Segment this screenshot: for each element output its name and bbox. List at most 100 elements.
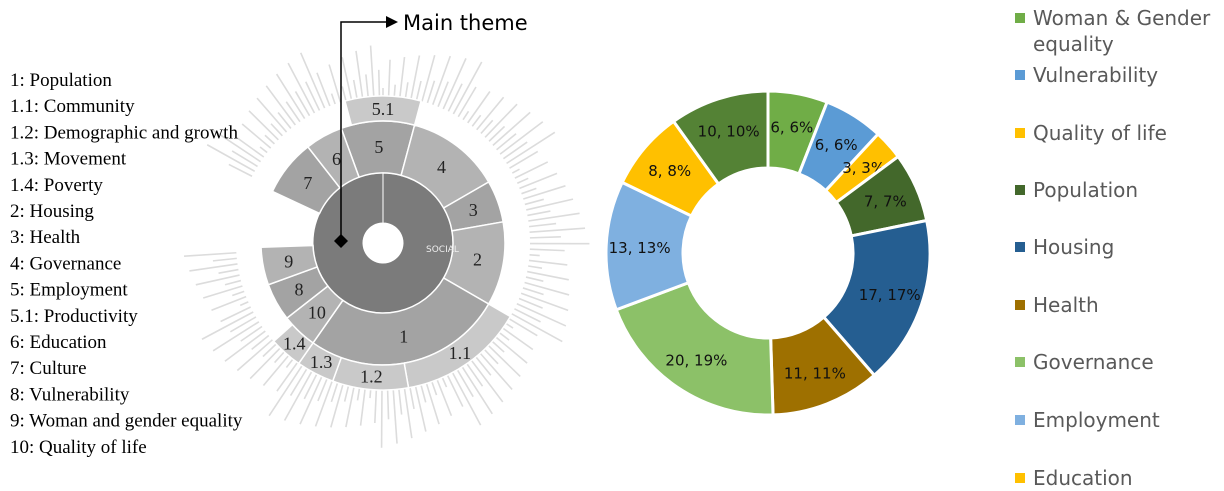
spike	[400, 57, 405, 97]
spike	[426, 383, 439, 424]
spike	[221, 307, 251, 322]
spike	[184, 253, 236, 256]
spike	[462, 367, 492, 414]
spike	[422, 55, 435, 101]
spike	[530, 228, 585, 232]
spike	[421, 385, 426, 402]
spike	[507, 132, 555, 163]
spike	[427, 81, 434, 103]
spike	[288, 63, 314, 113]
spike	[497, 134, 516, 150]
spike	[467, 364, 483, 386]
legend-label: Education	[1033, 465, 1215, 491]
spike	[528, 266, 542, 268]
spike	[260, 147, 267, 153]
spike	[219, 270, 239, 274]
legend-item: 5: Employment	[10, 280, 128, 301]
spike	[389, 60, 390, 96]
spike	[278, 113, 291, 129]
legend-label: Population	[1033, 177, 1215, 203]
spike	[515, 162, 548, 178]
spike	[523, 288, 544, 295]
legend-entry: Employment	[1015, 407, 1215, 433]
legend-entry: Health	[1015, 292, 1215, 318]
spike	[225, 281, 241, 285]
spike	[530, 249, 565, 250]
spike	[500, 122, 543, 154]
legend-item: 9: Woman and gender equality	[10, 411, 243, 432]
legend-item: 5.1: Productivity	[10, 306, 138, 327]
spike	[503, 142, 527, 159]
spike	[296, 91, 310, 115]
segment-label: 1.3	[310, 352, 333, 372]
spike	[229, 164, 252, 176]
spike	[480, 353, 512, 389]
spike	[514, 309, 540, 322]
spike	[388, 390, 389, 419]
spike	[230, 317, 256, 332]
spike	[304, 374, 316, 399]
spike	[472, 115, 480, 126]
spike	[241, 326, 262, 341]
spike	[232, 291, 244, 295]
legend-item: 3: Health	[10, 227, 81, 248]
spike	[417, 81, 421, 100]
legend-item: 4: Governance	[10, 253, 121, 274]
spike	[529, 260, 567, 265]
legend-label: Quality of life	[1033, 120, 1215, 146]
legend-label: Vulnerability	[1033, 62, 1215, 88]
legend-entry: Vulnerability	[1015, 62, 1215, 88]
spike	[476, 357, 491, 375]
spike	[286, 102, 300, 122]
segment-label: 5.1	[372, 99, 395, 119]
spike	[361, 389, 366, 426]
spike	[317, 73, 330, 106]
segment-label: 6	[332, 149, 341, 169]
legend-label: Housing	[1033, 234, 1215, 260]
spike	[257, 98, 287, 132]
spike	[453, 62, 481, 114]
spike	[477, 97, 504, 130]
legend-entry: Housing	[1015, 234, 1215, 260]
spike	[488, 345, 520, 376]
spike	[405, 82, 407, 97]
spike	[203, 286, 242, 298]
spike	[379, 70, 380, 96]
spike	[375, 390, 377, 423]
spike	[463, 111, 468, 119]
annotation: Main theme	[403, 11, 528, 35]
legend-item: 7: Culture	[10, 358, 87, 379]
spike	[526, 277, 543, 281]
spike	[189, 264, 237, 271]
segment-label: 8	[295, 280, 304, 300]
spike	[485, 104, 517, 137]
data-label: 20, 19%	[665, 352, 727, 370]
legend-swatch	[1015, 300, 1025, 310]
spike	[519, 173, 557, 188]
segment-label: 1.2	[360, 366, 383, 386]
spike	[331, 383, 337, 402]
spike	[306, 82, 320, 111]
legend-item: 2: Housing	[10, 201, 94, 222]
spike	[416, 386, 426, 431]
legend-item: 1.2: Demographic and growth	[10, 122, 238, 143]
spike	[213, 258, 237, 261]
spike	[393, 390, 397, 444]
legend-label: Governance	[1033, 349, 1215, 375]
spike	[225, 331, 265, 361]
spike	[232, 151, 257, 167]
spike	[530, 237, 561, 238]
data-label: 6, 6%	[770, 119, 813, 137]
spike	[471, 360, 502, 402]
spike	[356, 51, 363, 98]
spike	[237, 340, 272, 371]
legend-swatch	[1015, 242, 1025, 252]
donut-slice	[616, 283, 773, 415]
legend-entry: Quality of life	[1015, 120, 1215, 146]
spike	[211, 297, 246, 311]
legend-label: Woman & Gender equality	[1033, 5, 1215, 57]
legend-label: Health	[1033, 292, 1215, 318]
spike	[525, 283, 569, 295]
spike	[265, 135, 274, 144]
legend-entry: Woman & Gender equality	[1015, 5, 1215, 57]
